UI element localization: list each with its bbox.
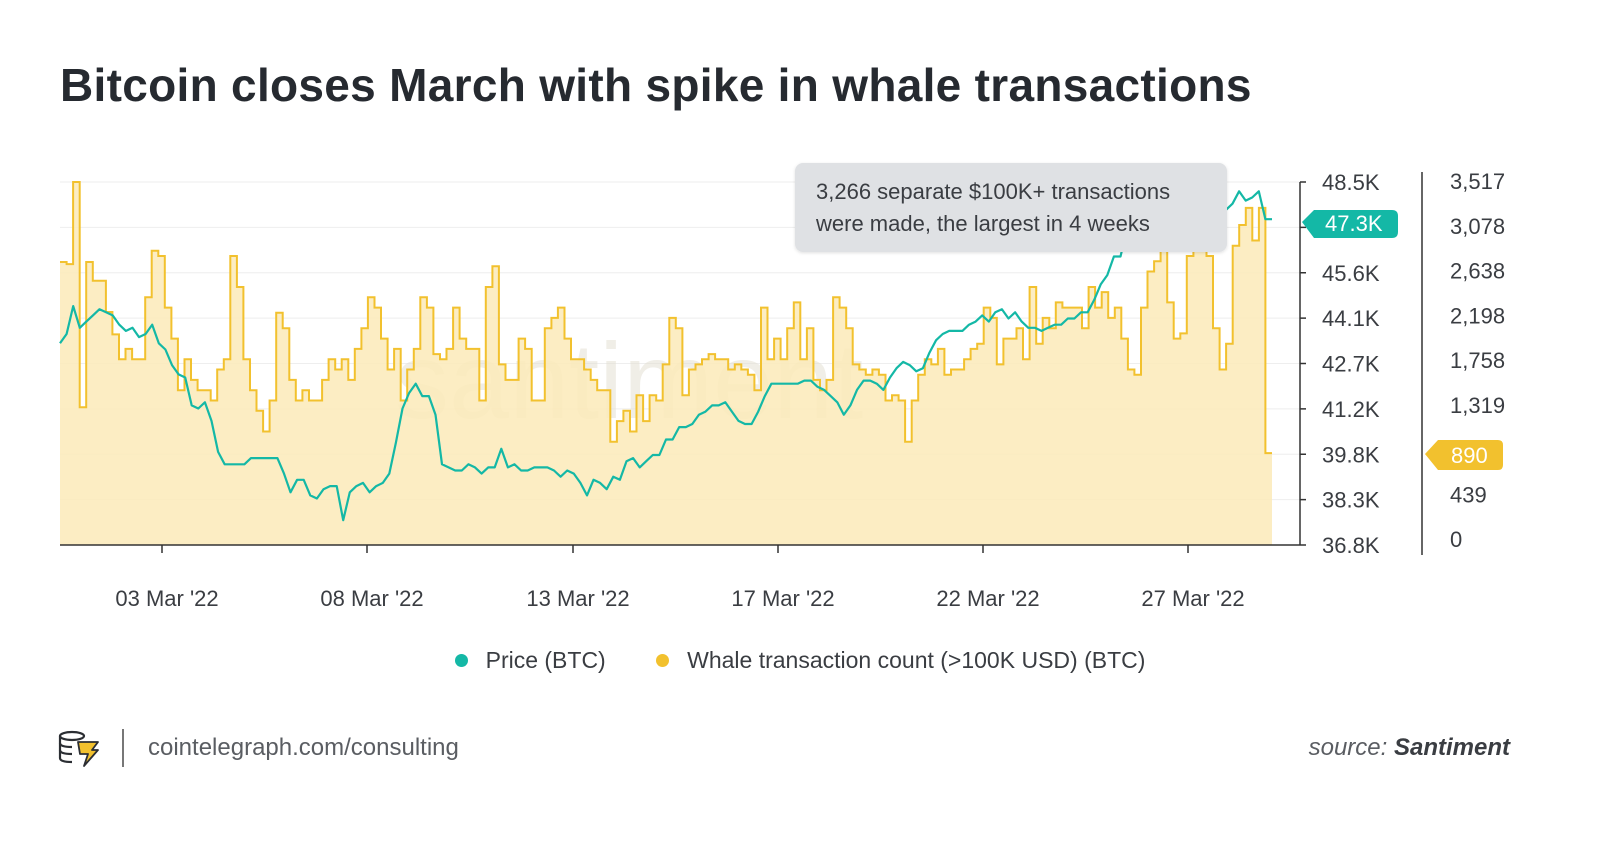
whale-current-badge: 890 [1425,440,1503,470]
whale-tick-label-1: 3,078 [1450,214,1505,239]
date-tick-label-2: 13 Mar '22 [526,586,629,611]
date-tick-label-3: 17 Mar '22 [731,586,834,611]
legend-item-price[interactable]: Price (BTC) [454,647,606,674]
whale-callout: 3,266 separate $100K+ transactions were … [795,163,1227,252]
price-tick-label-8: 36.8K [1322,533,1380,558]
footer-site-link[interactable]: cointelegraph.com/consulting [148,734,459,761]
legend-item-whale[interactable]: Whale transaction count (>100K USD) (BTC… [656,647,1145,674]
price-series [59,177,1272,522]
date-tick-label-4: 22 Mar '22 [936,586,1039,611]
source-name: Santiment [1393,734,1510,761]
callout-line-2: were made, the largest in 4 weeks [815,211,1150,236]
legend-dot-whale [656,654,670,667]
price-tick-label-4: 42.7K [1322,352,1380,377]
footer-divider [122,729,124,767]
legend-label-whale: Whale transaction count (>100K USD) (BTC… [687,647,1146,673]
whale-badge-label: 890 [1451,443,1488,468]
price-tick-label-3: 44.1K [1322,306,1380,331]
price-tick-label-2: 45.6K [1322,261,1380,286]
cointelegraph-logo-icon [58,730,99,767]
callout-line-1: 3,266 separate $100K+ transactions [816,179,1170,204]
price-badge-shape [1302,210,1398,238]
whale-tick-label-8: 0 [1450,527,1462,552]
date-tick-label-1: 08 Mar '22 [320,586,423,611]
price-tick-label-7: 38.3K [1322,488,1380,513]
footer: cointelegraph.com/consulting [58,728,459,768]
price-badge-label: 47.3K [1325,211,1383,236]
whale-tick-label-4: 1,758 [1450,348,1505,373]
whale-line [60,181,1272,455]
legend-label-price: Price (BTC) [485,647,606,673]
whale-tick-label-7: 439 [1450,482,1487,507]
price-line [59,177,1272,522]
source-prefix: source: [1308,734,1388,761]
price-tick-label-0: 48.5K [1322,170,1380,195]
price-axis-ticks: 48.5K 45.6K 44.1K 42.7K 41.2K 39.8K 38.3K 36.8K [1300,170,1380,558]
whale-series [60,181,1272,545]
whale-tick-label-0: 3,517 [1450,169,1505,194]
whale-area [60,182,1272,545]
price-tick-label-6: 39.8K [1322,442,1380,467]
date-tick-label-5: 27 Mar '22 [1141,586,1244,611]
price-tick-label-5: 41.2K [1322,397,1380,422]
price-current-badge: 47.3K [1302,210,1398,238]
legend-dot-price [454,654,468,667]
callout-box [795,163,1227,252]
date-tick-label-0: 03 Mar '22 [115,586,218,611]
whale-tick-label-2: 2,638 [1450,259,1505,284]
source-credit: source: Santiment [1309,734,1510,762]
whale-badge-shape [1425,440,1503,470]
chart-title: Bitcoin closes March with spike in whale… [60,59,1252,111]
whale-tick-label-5: 1,319 [1450,393,1505,418]
date-axis-ticks: 03 Mar '22 08 Mar '22 13 Mar '22 17 Mar '22… [115,545,1245,611]
whale-tick-label-3: 2,198 [1450,303,1505,328]
whale-axis-ticks: 3,517 3,078 2,638 2,198 1,758 1,319 439 0 [1450,169,1505,552]
chart-legend: Price (BTC) Whale transaction count (>10… [0,646,1600,674]
